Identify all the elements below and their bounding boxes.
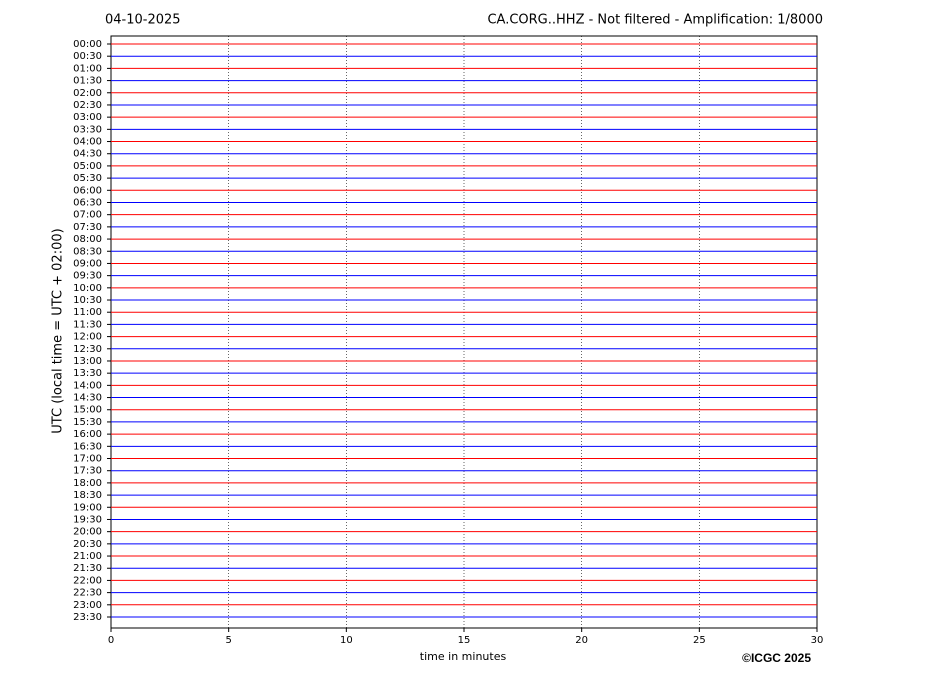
y-tick-label: 10:00 xyxy=(73,283,102,294)
y-tick-label: 09:30 xyxy=(73,271,102,282)
y-tick-label: 00:30 xyxy=(73,51,102,62)
chart-date: 04-10-2025 xyxy=(105,13,181,28)
y-tick-label: 05:30 xyxy=(73,173,102,184)
y-tick-label: 23:00 xyxy=(73,600,102,611)
y-tick-label: 18:30 xyxy=(73,490,102,501)
x-axis-label: time in minutes xyxy=(420,650,507,663)
y-tick-label: 03:30 xyxy=(73,124,102,135)
y-tick-label: 13:30 xyxy=(73,368,102,379)
y-tick-label: 11:30 xyxy=(73,319,102,330)
y-tick-label: 17:00 xyxy=(73,454,102,465)
y-tick-label: 13:00 xyxy=(73,356,102,367)
y-tick-label: 23:30 xyxy=(73,612,102,623)
x-tick-label: 5 xyxy=(225,635,231,646)
y-tick-label: 20:30 xyxy=(73,539,102,550)
y-tick-label: 02:00 xyxy=(73,88,102,99)
chart-title: CA.CORG..HHZ - Not filtered - Amplificat… xyxy=(487,13,823,28)
y-tick-label: 21:00 xyxy=(73,551,102,562)
y-tick-label: 15:30 xyxy=(73,417,102,428)
y-tick-label: 19:00 xyxy=(73,502,102,513)
x-tick-label: 15 xyxy=(458,635,471,646)
y-tick-label: 09:00 xyxy=(73,258,102,269)
y-tick-label: 10:30 xyxy=(73,295,102,306)
y-tick-label: 20:00 xyxy=(73,527,102,538)
y-tick-label: 08:30 xyxy=(73,246,102,257)
y-tick-label: 15:00 xyxy=(73,405,102,416)
y-tick-label: 06:00 xyxy=(73,185,102,196)
y-tick-label: 21:30 xyxy=(73,563,102,574)
x-tick-label: 10 xyxy=(340,635,353,646)
y-tick-label: 04:00 xyxy=(73,137,102,148)
x-tick-label: 25 xyxy=(693,635,706,646)
y-tick-label: 16:30 xyxy=(73,441,102,452)
y-tick-label: 02:30 xyxy=(73,100,102,111)
y-tick-label: 14:30 xyxy=(73,393,102,404)
y-tick-label: 22:30 xyxy=(73,588,102,599)
y-tick-label: 18:00 xyxy=(73,478,102,489)
y-tick-label: 01:30 xyxy=(73,76,102,87)
y-tick-label: 12:00 xyxy=(73,332,102,343)
y-tick-label: 00:00 xyxy=(73,39,102,50)
y-tick-label: 11:00 xyxy=(73,307,102,318)
y-tick-label: 01:00 xyxy=(73,63,102,74)
y-tick-label: 03:00 xyxy=(73,112,102,123)
x-tick-label: 20 xyxy=(575,635,588,646)
x-tick-label: 0 xyxy=(108,635,114,646)
y-tick-label: 16:00 xyxy=(73,429,102,440)
y-tick-label: 17:30 xyxy=(73,466,102,477)
credit: ©ICGC 2025 xyxy=(742,651,811,665)
y-tick-label: 05:00 xyxy=(73,161,102,172)
y-tick-label: 22:00 xyxy=(73,575,102,586)
y-tick-label: 07:30 xyxy=(73,222,102,233)
y-tick-label: 08:00 xyxy=(73,234,102,245)
y-axis-label: UTC (local time = UTC + 02:00) xyxy=(51,228,66,433)
y-tick-label: 06:30 xyxy=(73,197,102,208)
x-tick-label: 30 xyxy=(811,635,824,646)
y-tick-label: 14:00 xyxy=(73,380,102,391)
y-tick-label: 04:30 xyxy=(73,149,102,160)
y-tick-label: 12:30 xyxy=(73,344,102,355)
y-tick-label: 07:00 xyxy=(73,210,102,221)
y-tick-label: 19:30 xyxy=(73,514,102,525)
